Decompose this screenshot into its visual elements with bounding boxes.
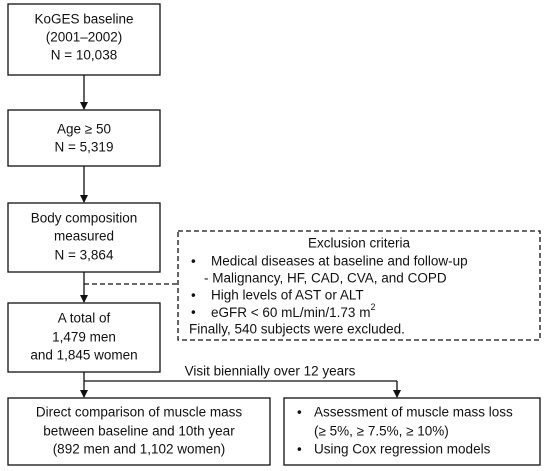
node-text: (≥ 5%, ≥ 7.5%, ≥ 10%) (314, 424, 449, 439)
edge-label: Visit biennially over 12 years (185, 364, 356, 379)
box-assessment (283, 397, 541, 466)
box-body-composition (7, 202, 161, 273)
exclusion-text: eGFR < 60 mL/min/1.73 m2 (211, 302, 375, 319)
bullet: • (297, 442, 302, 457)
node-text: (892 men and 1,102 women) (53, 442, 226, 457)
exclusion-text: High levels of AST or ALT (211, 288, 364, 303)
node-text: Direct comparison of muscle mass (36, 405, 243, 420)
box-age (7, 109, 161, 167)
box-baseline (7, 3, 161, 76)
bullet: • (297, 405, 302, 420)
node-text: N = 3,864 (55, 248, 114, 263)
box-direct-comparison (7, 397, 271, 466)
node-text: and 1,845 women (30, 348, 137, 363)
node-text: KoGES baseline (34, 12, 133, 27)
node-text: 1,479 men (52, 330, 116, 345)
node-text: Using Cox regression models (314, 442, 491, 457)
node-text: (2001–2002) (46, 30, 123, 45)
node-text: A total of (58, 311, 111, 326)
exclusion-text: eGFR < 60 mL/min/1.73 m (211, 305, 370, 320)
superscript: 2 (370, 302, 375, 312)
node-text: N = 5,319 (55, 140, 114, 155)
node-text: measured (54, 229, 114, 244)
exclusion-text: Finally, 540 subjects were excluded. (189, 322, 405, 337)
exclusion-text: - Malignancy, HF, CAD, CVA, and COPD (204, 271, 447, 286)
node-text: between baseline and 10th year (43, 424, 235, 439)
node-text: Age ≥ 50 (57, 122, 111, 137)
node-text: Assessment of muscle mass loss (314, 405, 513, 420)
exclusion-text: Medical diseases at baseline and follow-… (211, 254, 468, 269)
box-total (7, 302, 161, 373)
exclusion-title: Exclusion criteria (308, 236, 411, 251)
bullet: • (191, 288, 196, 303)
bullet: • (191, 254, 196, 269)
node-text: Body composition (31, 211, 138, 226)
bullet: • (191, 305, 196, 320)
box-exclusion (177, 230, 541, 341)
node-text: N = 10,038 (51, 48, 117, 63)
